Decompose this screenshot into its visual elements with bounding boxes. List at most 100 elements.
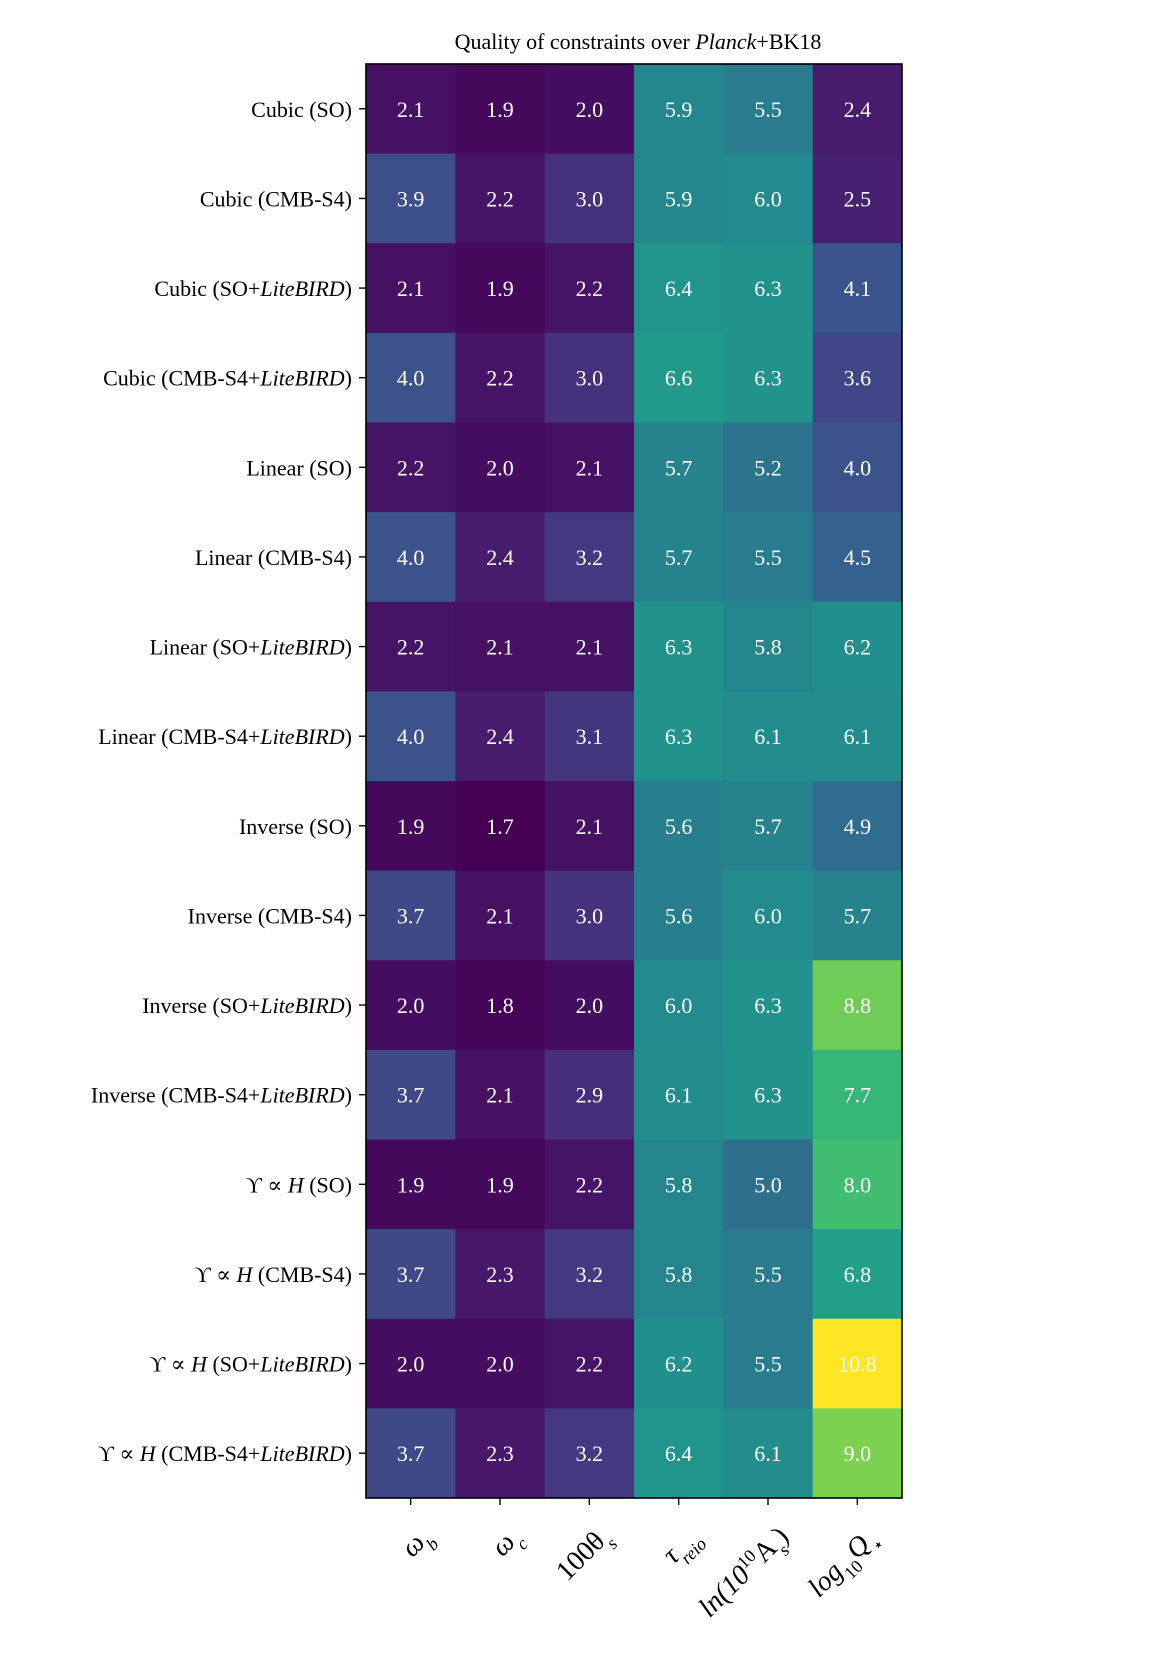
heatmap-cell [366, 332, 456, 423]
cell-value-label: 5.2 [754, 455, 782, 480]
heatmap-cell [723, 870, 814, 961]
heatmap-cell [723, 243, 814, 334]
cell-value-label: 5.8 [754, 635, 782, 660]
heatmap-cell [544, 332, 635, 423]
heatmap-cell [455, 243, 546, 334]
row-label: Cubic (SO) [251, 97, 352, 122]
row-label: Linear (SO) [246, 455, 352, 480]
cell-value-label: 1.9 [397, 814, 425, 839]
cell-value-label: 2.9 [576, 1083, 604, 1108]
heatmap-cell [812, 960, 903, 1051]
heatmap-cell [455, 1318, 546, 1409]
heatmap-cell [723, 781, 814, 872]
heatmap-cell [723, 1229, 814, 1320]
cell-value-label: 2.1 [576, 814, 604, 839]
heatmap-cell [634, 1318, 724, 1409]
heatmap-cell [634, 332, 724, 423]
heatmap-cell [366, 1139, 456, 1230]
heatmap-cell [723, 960, 814, 1051]
heatmap-cell [723, 691, 814, 782]
cell-value-label: 2.2 [486, 366, 514, 391]
heatmap-cell [544, 960, 635, 1051]
heatmap-cell [366, 870, 456, 961]
row-label: Linear (CMB-S4+LiteBIRD) [98, 724, 352, 749]
heatmap-cell [455, 781, 546, 872]
cell-value-label: 5.5 [754, 1352, 782, 1377]
cell-value-label: 2.2 [576, 276, 604, 301]
cell-value-label: 2.0 [486, 1352, 514, 1377]
heatmap-cell [723, 601, 814, 692]
cell-value-label: 2.1 [486, 635, 514, 660]
heatmap-cell [455, 1408, 546, 1499]
heatmap-cell [455, 691, 546, 782]
heatmap-cell [366, 691, 456, 782]
heatmap-cell [455, 960, 546, 1051]
heatmap-cell [723, 153, 814, 244]
cell-value-label: 3.2 [576, 1441, 604, 1466]
heatmap-cell [812, 1049, 903, 1140]
heatmap-cell [544, 601, 635, 692]
cell-value-label: 6.3 [754, 276, 782, 301]
heatmap-cell [455, 1049, 546, 1140]
cell-value-label: 5.9 [665, 186, 693, 211]
heatmap-cell [366, 243, 456, 334]
cell-value-label: 5.5 [754, 1262, 782, 1287]
cell-value-label: 3.2 [576, 545, 604, 570]
cell-value-label: 5.7 [844, 903, 872, 928]
heatmap-cell [634, 1408, 724, 1499]
heatmap-cell [366, 64, 456, 155]
row-label: Inverse (CMB-S4+LiteBIRD) [91, 1083, 352, 1108]
row-label: Inverse (CMB-S4) [188, 903, 352, 928]
heatmap-cells: 2.1 1.9 2.0 5.9 5.5 2.4 3.9 2.2 3.0 5.9 6.0 2.5 2.1 1… [366, 64, 903, 1499]
cell-value-label: 4.5 [844, 545, 872, 570]
heatmap-cell [544, 1049, 635, 1140]
heatmap-cell [634, 243, 724, 334]
cell-value-label: 2.0 [397, 1352, 425, 1377]
heatmap-cell [634, 512, 724, 603]
heatmap-cell [634, 1139, 724, 1230]
heatmap-cell [723, 1049, 814, 1140]
heatmap-cell [634, 601, 724, 692]
cell-value-label: 6.4 [665, 1441, 693, 1466]
cell-value-label: 6.4 [665, 276, 693, 301]
cell-value-label: 2.3 [486, 1262, 514, 1287]
cell-value-label: 2.2 [576, 1352, 604, 1377]
cell-value-label: 2.2 [397, 455, 425, 480]
cell-value-label: 2.2 [576, 1172, 604, 1197]
cell-value-label: 6.2 [665, 1352, 693, 1377]
heatmap-cell [634, 1049, 724, 1140]
column-label: ωc [485, 1521, 532, 1568]
cell-value-label: 3.7 [397, 1083, 425, 1108]
cell-value-label: 5.0 [754, 1172, 782, 1197]
heatmap-cell [723, 1408, 814, 1499]
cell-value-label: 5.8 [665, 1262, 693, 1287]
column-label: ωb [395, 1521, 442, 1568]
heatmap-cell [544, 243, 635, 334]
cell-value-label: 3.0 [576, 903, 604, 928]
cell-value-label: 5.7 [665, 455, 693, 480]
cell-value-label: 6.3 [754, 1083, 782, 1108]
cell-value-label: 2.0 [576, 993, 604, 1018]
cell-value-label: 6.6 [665, 366, 693, 391]
row-label: Linear (SO+LiteBIRD) [150, 635, 352, 660]
heatmap-cell [544, 64, 635, 155]
cell-value-label: 5.5 [754, 545, 782, 570]
heatmap-cell [366, 1229, 456, 1320]
heatmap-cell [723, 512, 814, 603]
heatmap-cell [366, 153, 456, 244]
cell-value-label: 1.9 [486, 97, 514, 122]
cell-value-label: 2.1 [397, 97, 425, 122]
cell-value-label: 5.6 [665, 903, 693, 928]
heatmap-cell [812, 1229, 903, 1320]
heatmap-cell [544, 1229, 635, 1320]
cell-value-label: 2.0 [486, 455, 514, 480]
cell-value-label: 1.9 [397, 1172, 425, 1197]
cell-value-label: 3.0 [576, 366, 604, 391]
cell-value-label: 4.1 [844, 276, 872, 301]
column-label: log10Q⋆ [802, 1521, 889, 1608]
heatmap-cell [544, 1408, 635, 1499]
cell-value-label: 9.0 [844, 1441, 872, 1466]
heatmap-cell [455, 1139, 546, 1230]
heatmap-cell [366, 1318, 456, 1409]
